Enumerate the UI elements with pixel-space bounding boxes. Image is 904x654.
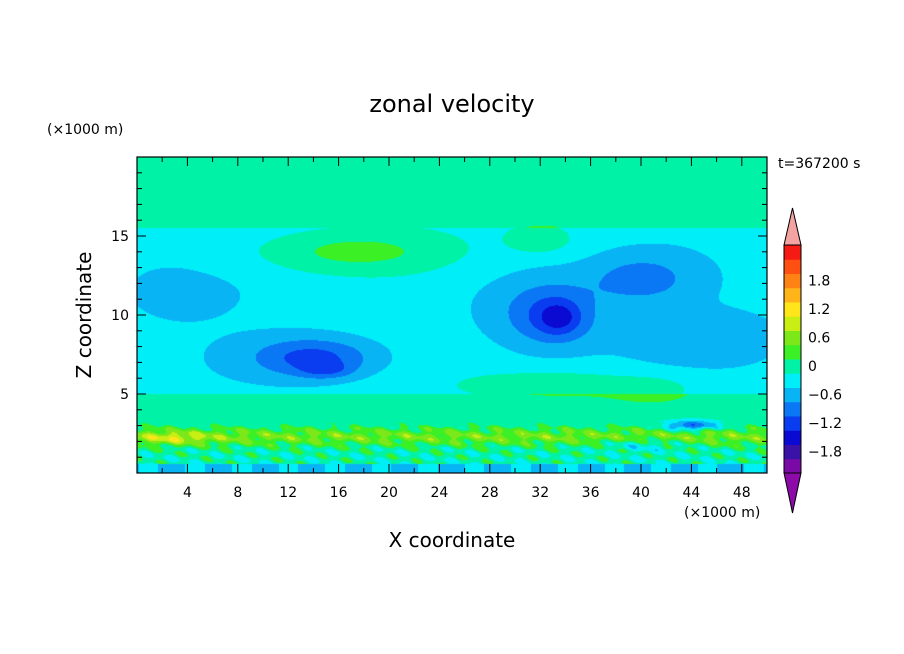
x-axis-title: X coordinate: [389, 528, 516, 552]
colorbar-cell: [784, 245, 801, 260]
x-tick-label: 16: [330, 485, 348, 501]
colorbar-tick-label: 1.8: [808, 274, 830, 290]
colorbar-cell: [784, 287, 801, 303]
chart-title: zonal velocity: [369, 90, 534, 118]
x-tick-label: 28: [481, 485, 499, 501]
time-label: t=367200 s: [778, 156, 860, 172]
colorbar-cell: [784, 344, 801, 360]
heatmap-image: [137, 157, 767, 473]
y-axis-title: Z coordinate: [72, 252, 96, 379]
colorbar-cell: [784, 458, 801, 474]
x-tick-label: 20: [380, 485, 398, 501]
colorbar-cell: [784, 273, 801, 289]
colorbar-tick-label: 1.2: [808, 302, 830, 318]
heatmap-field: [137, 157, 767, 473]
y-tick-label: 15: [111, 229, 129, 245]
x-tick-label: 48: [733, 485, 751, 501]
colorbar-cell: [784, 373, 801, 388]
colorbar-tick-label: −1.2: [808, 416, 842, 432]
x-tick-label: 4: [183, 485, 192, 501]
colorbar-cell: [784, 316, 801, 331]
colorbar-cell: [784, 302, 801, 317]
colorbar-cell: [784, 401, 801, 417]
colorbar-cell: [784, 387, 801, 403]
x-tick-label: 32: [531, 485, 549, 501]
x-axis-ticks: 4 8 12 16 20 24 28 32 36 40 44 48: [161, 157, 768, 501]
colorbar-ticks: 1.8 1.2 0.6 0 −0.6 −1.2 −1.8: [808, 274, 842, 461]
colorbar: [783, 207, 802, 514]
colorbar-tick-label: −1.8: [808, 445, 842, 461]
colorbar-under-arrow: [783, 472, 802, 514]
x-tick-label: 40: [632, 485, 650, 501]
x-tick-label: 44: [682, 485, 700, 501]
x-unit-label: (×1000 m): [684, 505, 760, 521]
x-tick-label: 8: [233, 485, 242, 501]
y-tick-label: 5: [120, 387, 129, 403]
colorbar-tick-label: 0: [808, 359, 817, 375]
x-tick-label: 12: [279, 485, 297, 501]
colorbar-over-arrow: [783, 207, 802, 246]
y-tick-label: 10: [111, 308, 129, 324]
x-tick-label: 36: [582, 485, 600, 501]
y-axis-ticks: 5 10 15: [111, 172, 767, 458]
colorbar-cell: [784, 359, 801, 374]
colorbar-cell: [784, 416, 801, 431]
colorbar-cell: [784, 330, 801, 346]
x-tick-label: 24: [430, 485, 448, 501]
colorbar-cell: [784, 259, 801, 274]
colorbar-tick-label: −0.6: [808, 388, 842, 404]
colorbar-tick-label: 0.6: [808, 331, 830, 347]
colorbar-cell: [784, 444, 801, 460]
y-unit-label: (×1000 m): [47, 122, 123, 138]
colorbar-cell: [784, 430, 801, 445]
